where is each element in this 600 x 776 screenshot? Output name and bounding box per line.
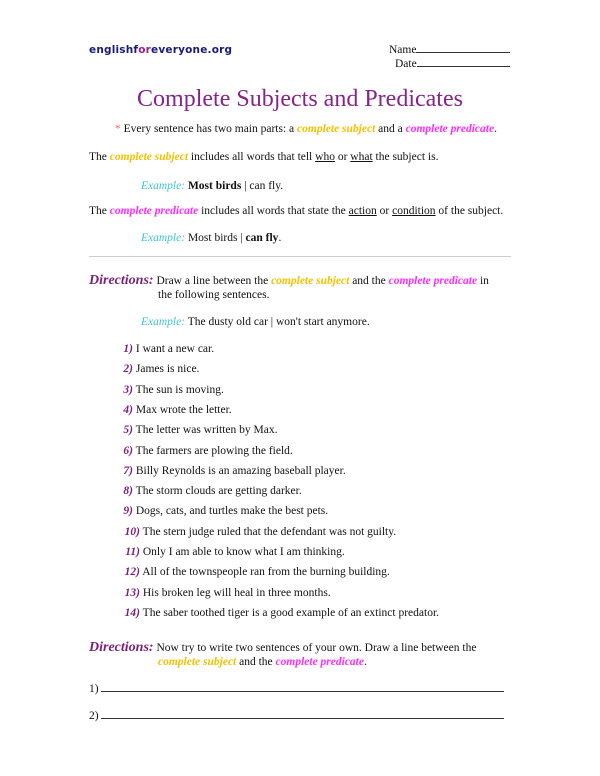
subject-definition: The complete subject includes all words … (89, 151, 439, 163)
intro-text: * Every sentence has two main parts: a c… (115, 123, 497, 135)
date-label: Date (395, 58, 417, 70)
name-field[interactable]: Name (389, 44, 511, 56)
divider (89, 256, 511, 257)
sentence-item: 10) The stern judge ruled that the defen… (100, 526, 396, 538)
sentence-number: 4) (123, 403, 133, 416)
sentence-item: 11) Only I am able to know what I am thi… (100, 546, 345, 558)
sentence-item: 13) His broken leg will heal in three mo… (100, 587, 331, 599)
example-sentence: Example: The dusty old car | won't start… (141, 316, 370, 328)
predicate-example: Example: Most birds | can fly. (141, 232, 282, 244)
sentence-number: 12) (124, 566, 140, 579)
sentence-item: 5) The letter was written by Max. (100, 424, 277, 436)
sentence-item: 2) James is nice. (100, 363, 199, 375)
predicate-definition: The complete predicate includes all word… (89, 205, 504, 217)
sentence-text: The letter was written by Max. (135, 424, 278, 437)
sentence-number: 1) (123, 343, 133, 355)
site-text: englishf (89, 44, 139, 56)
directions-1: Directions: Draw a line between the comp… (89, 273, 489, 288)
site-logo[interactable]: englishforeveryone.org (89, 44, 232, 56)
sentence-item: 7) Billy Reynolds is an amazing baseball… (100, 464, 346, 477)
page-title: Complete Subjects and Predicates (137, 86, 463, 112)
sentence-item: 1) I want a new car. (100, 343, 214, 355)
sentence-number: 7) (123, 464, 133, 477)
sentence-text: The storm clouds are getting darker. (135, 485, 302, 498)
sentence-item: 9) Dogs, cats, and turtles make the best… (100, 505, 328, 517)
directions-1-line2: the following sentences. (158, 289, 270, 301)
site-text-end: everyone.org (151, 44, 233, 56)
sentence-number: 5) (123, 424, 133, 437)
sentence-item: 6) The farmers are plowing the field. (100, 444, 293, 457)
answer-line-2[interactable]: 2) (89, 710, 505, 722)
sentence-text: The farmers are plowing the field. (135, 444, 293, 457)
sentence-item: 3) The sun is moving. (100, 383, 224, 396)
sentence-number: 10) (124, 525, 140, 538)
sentence-number: 13) (124, 586, 140, 599)
sentence-text: Max wrote the letter. (135, 403, 232, 416)
sentence-number: 6) (123, 444, 133, 457)
date-field[interactable]: Date (395, 58, 510, 70)
sentence-text: The stern judge ruled that the defendant… (142, 525, 397, 538)
sentence-text: Only I am able to know what I am thinkin… (142, 546, 345, 558)
sentence-text: James is nice. (135, 363, 200, 376)
sentence-text: I want a new car. (135, 343, 215, 355)
sentence-item: 8) The storm clouds are getting darker. (100, 485, 302, 498)
bullet-star-icon: * (115, 123, 121, 135)
subject-example: Example: Most birds | can fly. (141, 180, 284, 192)
directions-2: Directions: Now try to write two sentenc… (89, 640, 477, 655)
sentence-text: The sun is moving. (135, 383, 224, 396)
site-text-accent: or (138, 44, 152, 56)
sentence-text: The saber toothed tiger is a good exampl… (142, 606, 440, 619)
answer-line-1[interactable]: 1) (89, 683, 505, 695)
sentence-text: All of the townspeople ran from the burn… (142, 566, 390, 579)
sentence-text: Dogs, cats, and turtles make the best pe… (135, 505, 329, 518)
sentence-number: 8) (123, 485, 133, 498)
sentence-item: 4) Max wrote the letter. (100, 403, 232, 416)
sentence-number: 11) (125, 546, 140, 558)
sentence-number: 2) (123, 363, 133, 376)
name-label: Name (389, 44, 417, 56)
sentence-item: 14) The saber toothed tiger is a good ex… (100, 607, 439, 619)
sentence-number: 3) (123, 383, 133, 396)
sentence-number: 9) (123, 505, 133, 518)
sentence-text: His broken leg will heal in three months… (142, 586, 331, 599)
sentence-text: Billy Reynolds is an amazing baseball pl… (135, 464, 346, 477)
directions-2-line2: complete subject and the complete predic… (158, 656, 367, 668)
sentence-item: 12) All of the townspeople ran from the … (100, 566, 390, 578)
sentence-number: 14) (124, 606, 140, 619)
